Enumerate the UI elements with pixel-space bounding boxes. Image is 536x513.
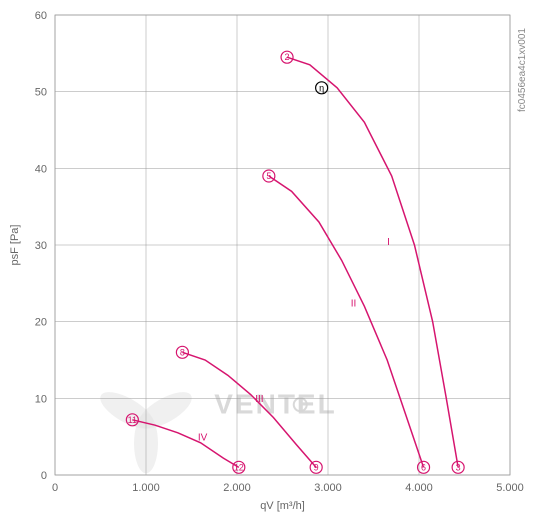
curve-label-IV: IV: [198, 433, 208, 444]
xtick-label: 0: [52, 482, 58, 494]
marker-label-12: 12: [234, 462, 244, 472]
marker-label-3: 3: [456, 462, 461, 472]
ytick-label: 20: [35, 317, 47, 329]
marker-label-11: 11: [128, 415, 137, 425]
ytick-label: 10: [35, 393, 47, 405]
xtick-label: 5.000: [496, 482, 524, 494]
curve-label-I: I: [387, 237, 390, 248]
xtick-label: 2.000: [223, 482, 251, 494]
ytick-label: 30: [35, 240, 47, 252]
marker-label-5: 5: [266, 171, 271, 181]
xtick-label: 4.000: [405, 482, 433, 494]
chart-svg: VENTEL 0 10 20 30 40 50 60 0 1.000 2.000 3.000 4.000…: [0, 0, 536, 513]
marker-label-2: 2: [285, 52, 290, 62]
watermark-text: VENTEL: [214, 389, 336, 420]
xtick-label: 3.000: [314, 482, 342, 494]
curve-label-II: II: [351, 298, 357, 309]
marker-label-η: η: [319, 83, 324, 93]
marker-label-6: 6: [421, 462, 426, 472]
fan-performance-chart: VENTEL 0 10 20 30 40 50 60 0 1.000 2.000 3.000 4.000…: [0, 0, 536, 513]
ytick-label: 60: [35, 10, 47, 22]
ytick-label: 0: [41, 470, 47, 482]
ytick-label: 40: [35, 163, 47, 175]
figure-code: fc0456ea4c1xv001: [517, 28, 528, 112]
x-axis-title: qV [m³/h]: [260, 500, 305, 512]
y-axis-title: psF [Pa]: [9, 225, 21, 266]
marker-label-8: 8: [180, 347, 185, 357]
xtick-label: 1.000: [132, 482, 160, 494]
ytick-label: 50: [35, 87, 47, 99]
curve-label-III: III: [255, 394, 263, 405]
marker-label-9: 9: [314, 462, 319, 472]
